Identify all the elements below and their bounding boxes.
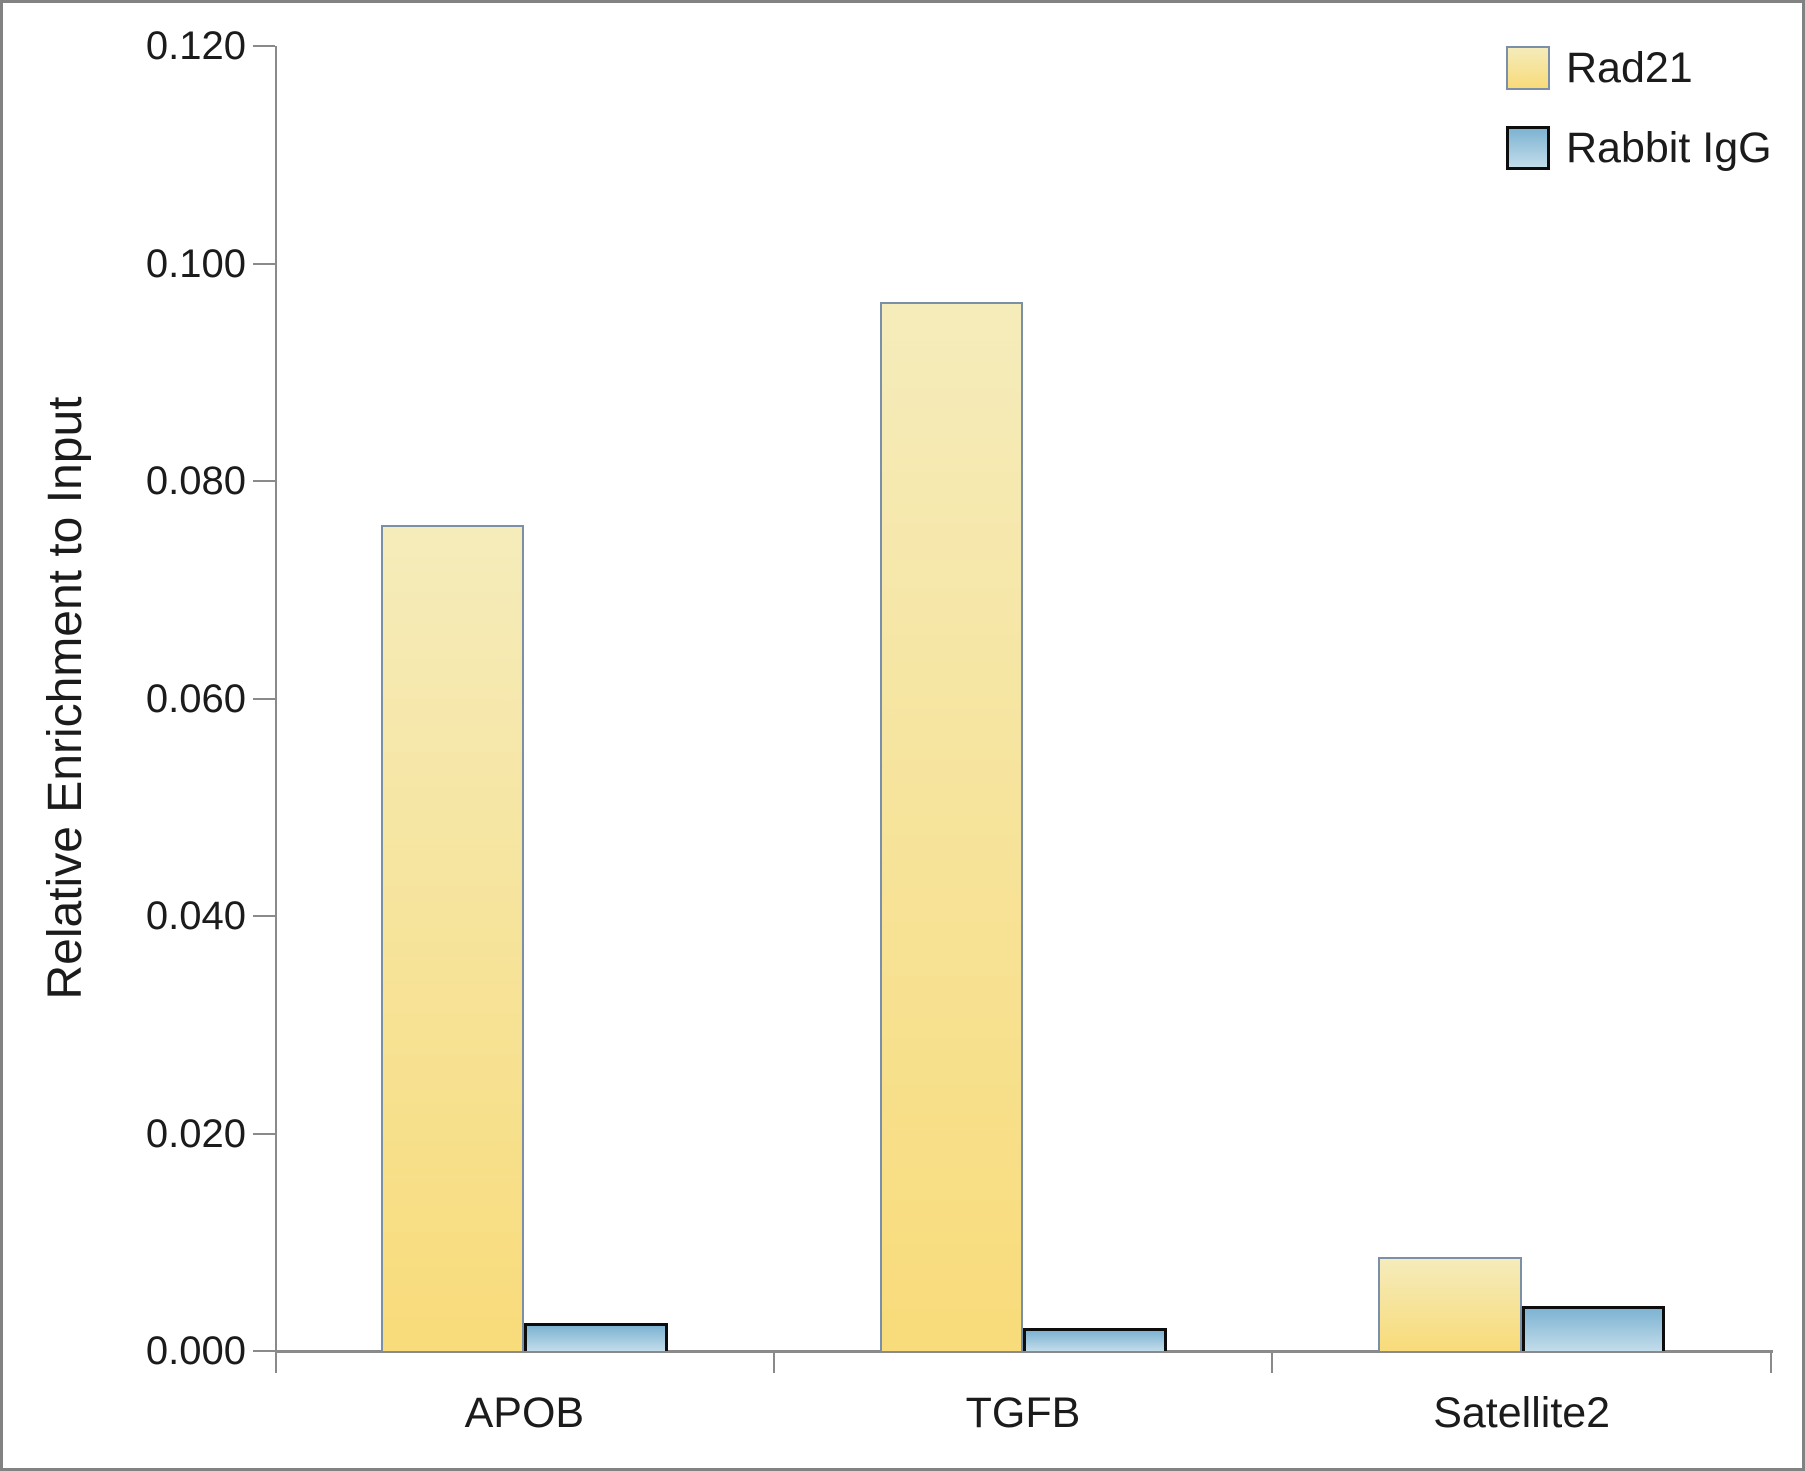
y-tick-label-0.120: 0.120 [145, 24, 246, 68]
bar-rad21-apob [380, 524, 525, 1351]
y-tick-label-0.100: 0.100 [145, 241, 246, 286]
y-axis-line [275, 46, 277, 1373]
legend-item-rad21: Rad21 [1506, 44, 1693, 92]
bar-rad21-satellite2 [1378, 1257, 1522, 1351]
y-tick-label-0.080: 0.080 [145, 459, 246, 503]
y-tick-label-0.060: 0.060 [145, 676, 246, 721]
y-tick-label-0.020: 0.020 [145, 1111, 246, 1156]
y-tick-0.000 [253, 1350, 275, 1352]
legend-item-rabbit-igg: Rabbit IgG [1506, 124, 1772, 172]
legend-swatch-rad21 [1506, 46, 1550, 90]
legend-label-rad21: Rad21 [1566, 44, 1693, 92]
legend-swatch-rabbit-igg [1506, 126, 1550, 170]
bar-rabbit-igg-satellite2 [1521, 1306, 1666, 1351]
y-tick-label-0.040: 0.040 [145, 894, 246, 938]
x-category-label-tgfb: TGFB [965, 1389, 1081, 1437]
bar-rabbit-igg-apob [524, 1322, 668, 1351]
x-tick-apob [772, 1351, 775, 1373]
y-tick-label-0.000: 0.000 [145, 1329, 246, 1373]
y-tick-0.040 [253, 915, 275, 917]
plot-area: 0.000 0.020 0.040 0.060 0.080 0.100 0.120 APOB T… [3, 3, 1802, 1468]
bar-rad21-tgfb [879, 301, 1023, 1351]
x-category-label-apob: APOB [464, 1389, 585, 1437]
legend-label-rabbit-igg: Rabbit IgG [1566, 124, 1772, 172]
x-axis-line [275, 1350, 1773, 1353]
y-tick-0.120 [253, 45, 275, 47]
x-tick-satellite2 [1770, 1351, 1772, 1373]
y-tick-0.020 [253, 1132, 275, 1135]
y-tick-0.060 [253, 697, 275, 700]
y-tick-0.100 [253, 262, 275, 265]
y-tick-0.080 [253, 480, 275, 482]
x-tick-tgfb [1271, 1351, 1274, 1373]
bar-rabbit-igg-tgfb [1023, 1328, 1167, 1351]
x-category-label-satellite2: Satellite2 [1433, 1389, 1611, 1437]
